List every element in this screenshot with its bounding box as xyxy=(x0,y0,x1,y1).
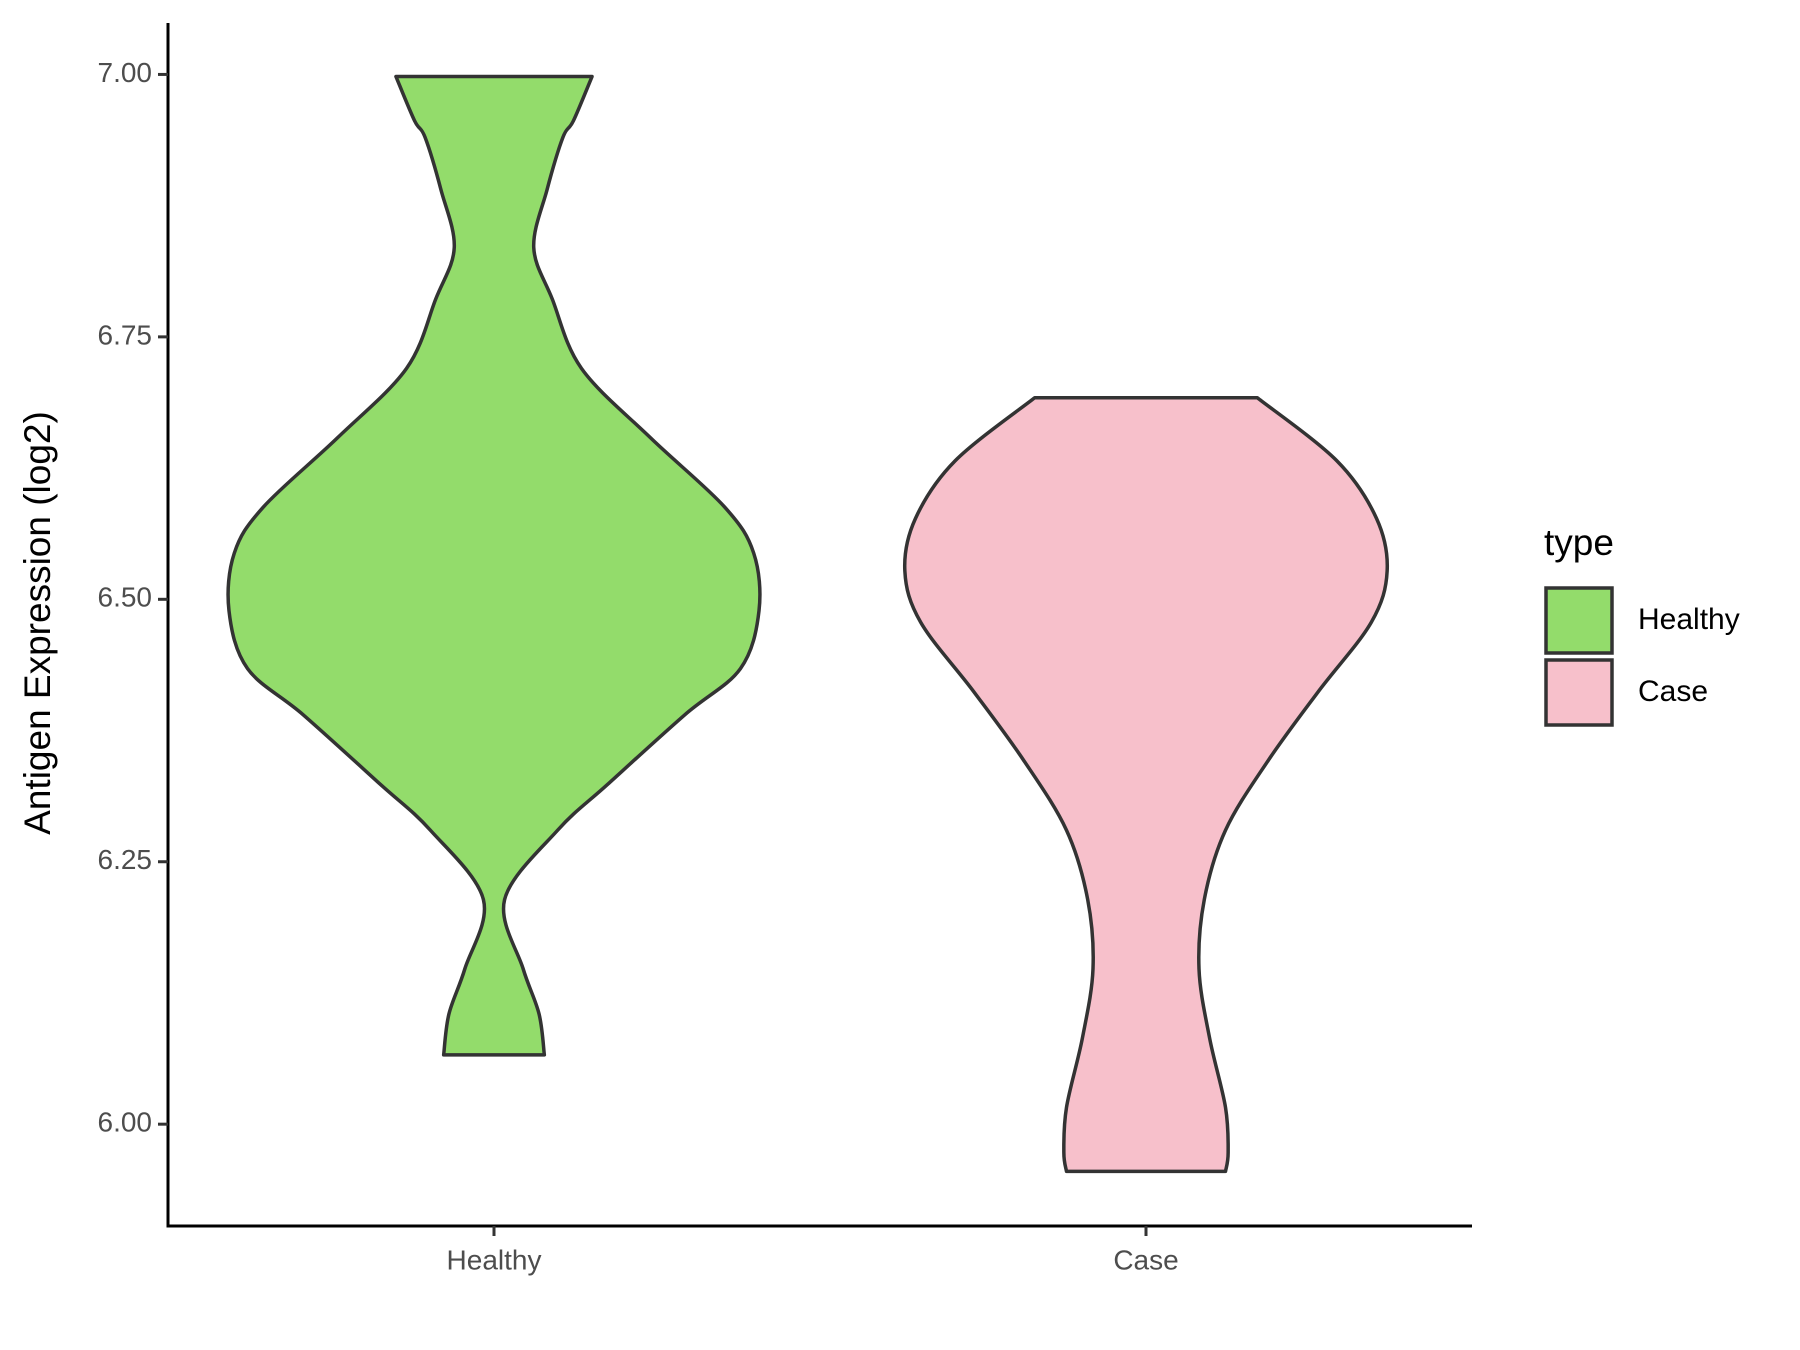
legend-label: Case xyxy=(1638,675,1708,708)
y-tick-label: 6.00 xyxy=(98,1107,153,1138)
legend-title: type xyxy=(1544,522,1614,563)
legend-key xyxy=(1544,586,1614,655)
legend-label: Healthy xyxy=(1638,603,1740,636)
violin xyxy=(226,74,762,1057)
legend-key xyxy=(1544,658,1614,727)
x-tick-label: Healthy xyxy=(447,1244,542,1275)
violin xyxy=(902,396,1390,1174)
y-tick-label: 6.75 xyxy=(98,319,153,350)
x-tick-label: Case xyxy=(1113,1244,1178,1275)
y-tick-label: 6.50 xyxy=(98,582,153,613)
y-tick-label: 6.25 xyxy=(98,844,153,875)
y-axis-title: Antigen Expression (log2) xyxy=(17,411,58,835)
y-tick-label: 7.00 xyxy=(98,57,153,88)
